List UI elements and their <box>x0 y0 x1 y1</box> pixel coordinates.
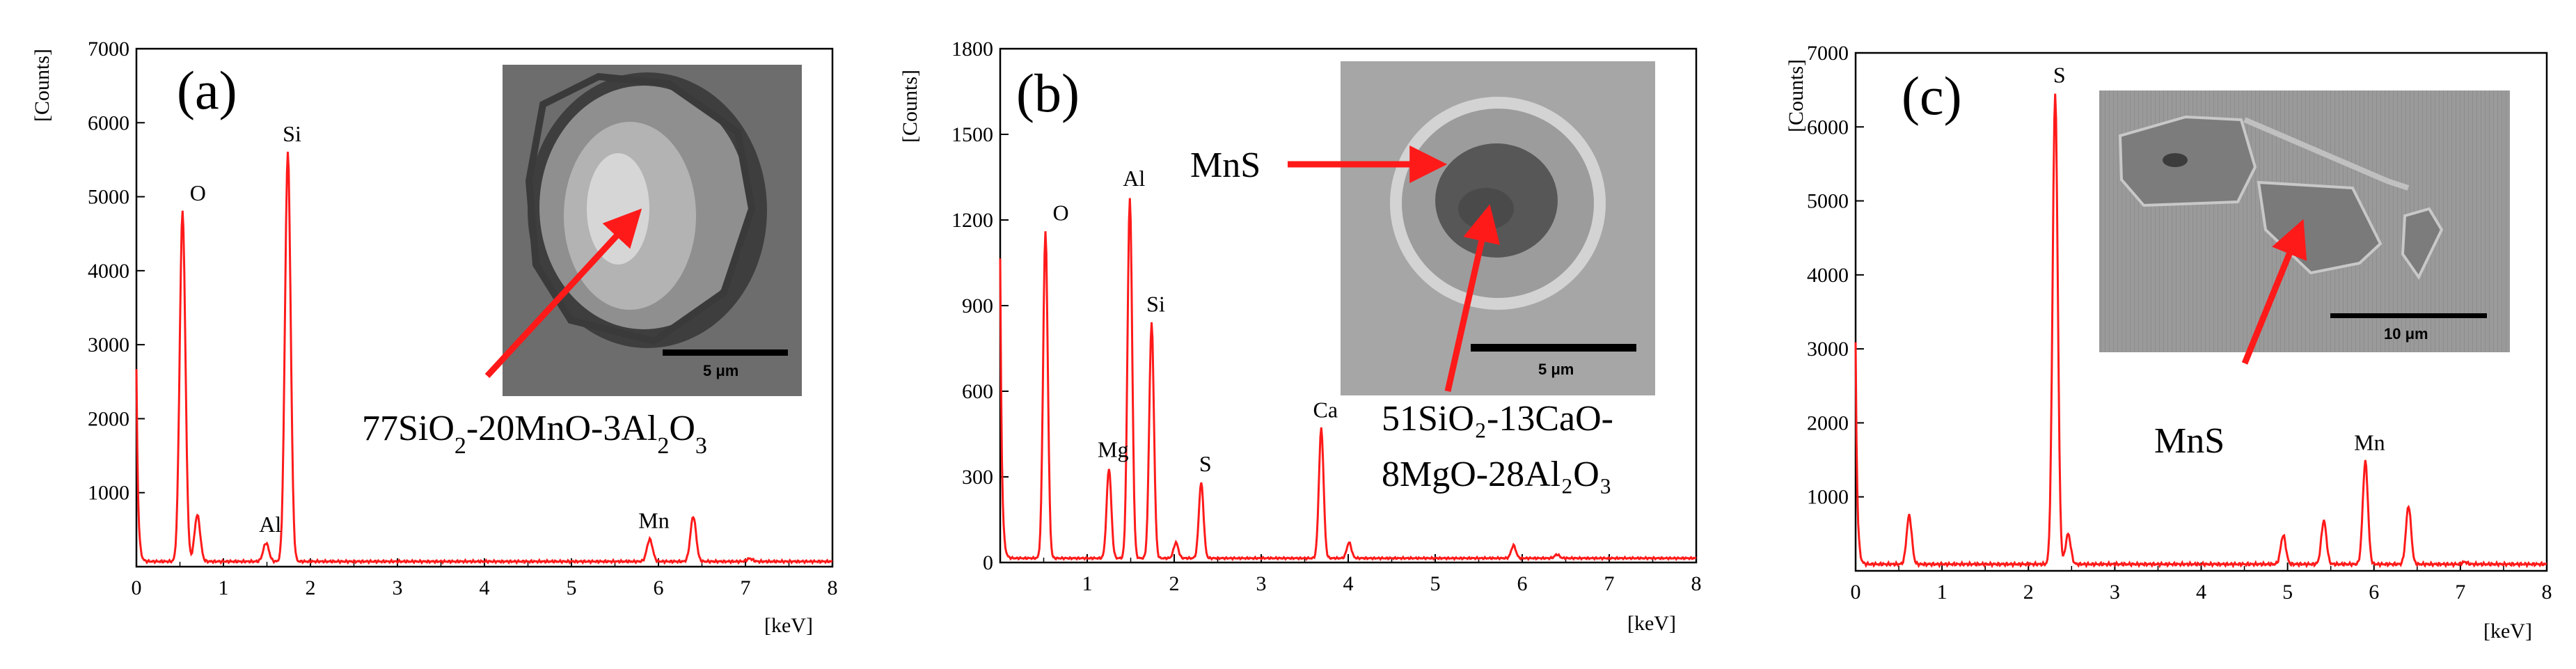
peak-label-b-o: O <box>1052 200 1068 225</box>
peak-labels-c: S Mn <box>2053 62 2385 455</box>
y-tick-label-a-6: 7000 <box>88 38 129 61</box>
peak-label-a-si: Si <box>283 121 301 146</box>
peak-label-b-s: S <box>1199 451 1212 476</box>
x-tick-label-c-2: 2 <box>2023 581 2034 604</box>
mns-label-c: MnS <box>2154 421 2225 461</box>
composition-label-a: 77SiO2-20MnO-3Al2O3 <box>362 409 707 459</box>
x-tick-label-a-0: 0 <box>132 576 142 599</box>
y-tick-label-b-4: 1200 <box>951 209 993 232</box>
x-tick-label-a-6: 6 <box>654 576 664 599</box>
x-tick-label-b-5: 6 <box>1517 572 1528 595</box>
x-tick-label-c-4: 4 <box>2196 581 2206 604</box>
x-axis-title-a: [keV] <box>764 614 813 637</box>
x-tick-label-c-8: 8 <box>2542 581 2552 604</box>
peak-label-a-o: O <box>190 180 206 205</box>
composition-label-b-line2: 8MgO-28Al₂O₃ <box>1382 455 1612 494</box>
inset-sem-image-c: 10 μm <box>2099 90 2510 352</box>
x-tick-label-a-2: 2 <box>306 576 316 599</box>
panel-label-a: (a) <box>177 60 237 120</box>
scale-bar-label-c: 10 μm <box>2384 325 2428 343</box>
peak-label-a-al: Al <box>259 512 281 537</box>
x-axis-title-b: [keV] <box>1627 612 1676 635</box>
peak-labels-b: O Mg Al Si S Ca <box>1052 166 1338 476</box>
x-tick-label-b-6: 7 <box>1604 572 1615 595</box>
y-tick-label-b-0: 0 <box>983 551 993 574</box>
spectrum-line-c <box>1854 93 2547 569</box>
composition-label-b-line1: 51SiO₂-13CaO- <box>1382 399 1613 439</box>
panel-label-b: (b) <box>1016 63 1080 123</box>
scale-bar-label-b: 5 μm <box>1538 361 1574 378</box>
y-tick-label-a-4: 5000 <box>88 186 129 209</box>
axes-b: 1 2 3 4 5 6 7 8 0 300 600 900 1200 1500 1800 <box>951 38 1702 595</box>
panel-c: 0 1 2 3 4 5 6 7 8 1000 2000 3000 4000 5000 6000 7000 S M… <box>1785 42 2552 643</box>
x-tick-label-a-5: 5 <box>567 576 577 599</box>
y-tick-label-a-5: 6000 <box>88 111 129 134</box>
x-tick-label-b-0: 1 <box>1082 572 1093 595</box>
x-tick-label-b-4: 5 <box>1430 572 1441 595</box>
axes-a: 0 1 2 3 4 5 6 7 8 1000 2000 3000 4000 5000 6000 7000 <box>88 38 838 599</box>
x-tick-label-b-1: 2 <box>1169 572 1180 595</box>
x-tick-label-c-5: 5 <box>2282 581 2293 604</box>
y-tick-label-a-1: 2000 <box>88 407 129 430</box>
peak-label-b-si: Si <box>1146 292 1165 317</box>
y-tick-label-b-3: 900 <box>962 294 993 317</box>
peak-label-c-s: S <box>2053 62 2066 87</box>
y-tick-label-b-5: 1500 <box>951 123 993 146</box>
inset-sem-image-a: 5 μm <box>503 65 802 396</box>
arrow-a <box>484 208 642 379</box>
scale-bar-label-a: 5 μm <box>703 362 738 379</box>
x-tick-label-a-8: 8 <box>828 576 838 599</box>
y-tick-label-c-4: 5000 <box>1807 190 1849 213</box>
peak-labels-a: O Al Si Mn <box>190 121 670 537</box>
y-tick-label-c-0: 1000 <box>1807 486 1849 509</box>
y-tick-label-c-3: 4000 <box>1807 264 1849 287</box>
panel-b: 1 2 3 4 5 6 7 8 0 300 600 900 1200 1500 1800 O Mg Al Si S C… <box>899 38 1702 635</box>
spectrum-line-a <box>135 151 833 565</box>
y-tick-label-b-6: 1800 <box>951 38 993 61</box>
inset-sem-image-b: 5 μm <box>1341 61 1655 395</box>
y-tick-label-b-2: 600 <box>962 380 993 403</box>
peak-label-b-ca: Ca <box>1313 397 1338 422</box>
x-tick-label-c-7: 7 <box>2455 581 2465 604</box>
y-tick-label-a-0: 1000 <box>88 482 129 505</box>
y-tick-label-b-1: 300 <box>962 466 993 489</box>
x-tick-label-a-7: 7 <box>741 576 751 599</box>
peak-label-c-mn: Mn <box>2354 430 2385 455</box>
peak-label-b-mg: Mg <box>1098 437 1128 462</box>
peak-label-a-mn: Mn <box>638 508 669 533</box>
y-axis-title-c: [Counts] <box>1785 59 1808 132</box>
x-tick-label-c-1: 1 <box>1937 581 1947 604</box>
x-axis-title-c: [keV] <box>2483 620 2532 643</box>
panel-a: 0 1 2 3 4 5 6 7 8 1000 2000 3000 4000 5000 6000 7000 O A… <box>31 38 838 637</box>
peak-label-b-al: Al <box>1123 166 1145 191</box>
arrow-composition-b <box>1444 204 1501 392</box>
x-tick-label-a-4: 4 <box>480 576 490 599</box>
arrow-c <box>2241 219 2307 365</box>
x-tick-label-b-2: 3 <box>1256 572 1267 595</box>
y-tick-label-c-1: 2000 <box>1807 411 1849 434</box>
x-tick-label-c-0: 0 <box>1851 581 1861 604</box>
axes-c: 0 1 2 3 4 5 6 7 8 1000 2000 3000 4000 5000 6000 7000 <box>1807 42 2552 604</box>
y-tick-label-a-3: 4000 <box>88 260 129 283</box>
x-tick-label-a-3: 3 <box>393 576 403 599</box>
x-tick-label-c-6: 6 <box>2369 581 2379 604</box>
y-tick-label-c-6: 7000 <box>1807 42 1849 65</box>
spectrum-line-b <box>999 198 1697 561</box>
x-tick-label-c-3: 3 <box>2110 581 2120 604</box>
y-tick-label-c-5: 6000 <box>1807 116 1849 139</box>
x-tick-label-a-1: 1 <box>219 576 229 599</box>
y-tick-label-c-2: 3000 <box>1807 338 1849 361</box>
x-tick-label-b-7: 8 <box>1691 572 1702 595</box>
y-axis-title-b: [Counts] <box>899 70 922 143</box>
panel-label-c: (c) <box>1902 65 1962 126</box>
y-tick-label-a-2: 3000 <box>88 333 129 356</box>
mns-label-b: MnS <box>1190 145 1261 185</box>
x-tick-label-b-3: 4 <box>1343 572 1354 595</box>
y-axis-title-a: [Counts] <box>31 49 54 122</box>
